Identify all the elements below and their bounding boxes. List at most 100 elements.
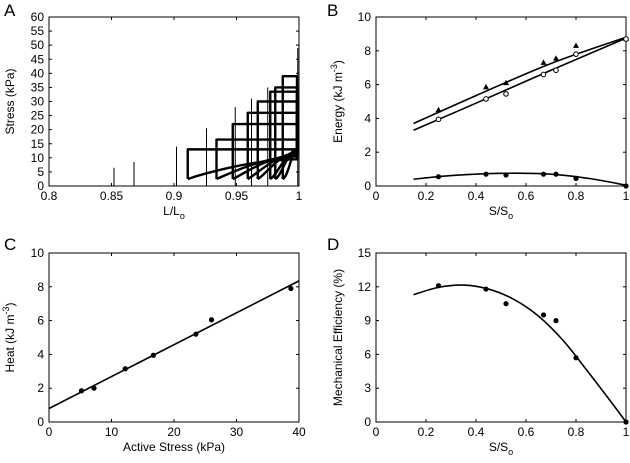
- y-tick-label: 10: [358, 10, 372, 24]
- y-tick-label: 25: [31, 109, 45, 123]
- y-tick-label: 35: [31, 80, 45, 94]
- x-tick-label: 20: [167, 425, 181, 439]
- x-axis-label: S/So: [489, 204, 513, 221]
- y-tick-label: 20: [31, 123, 45, 137]
- chart-panel-a: 0.8 0.85 0.9 0.95 1051015202530354045505560L…: [3, 10, 303, 221]
- y-tick-label: 6: [37, 314, 44, 328]
- y-axis-label: Energy (kJ m-3): [329, 60, 345, 143]
- x-tick-label: 1: [296, 189, 303, 203]
- x-axis-label-main: S/S: [489, 440, 508, 454]
- x-tick-label: 0: [46, 425, 53, 439]
- x-axis-label: L/Lo: [163, 204, 185, 221]
- y-tick-label: 40: [31, 66, 45, 80]
- x-tick-label: 0.2: [418, 425, 435, 439]
- fit-curve-1: [413, 36, 627, 125]
- x-tick-label: 1: [623, 425, 630, 439]
- data-point-open-circle: [573, 51, 579, 57]
- y-tick-label: 0: [364, 179, 371, 193]
- data-point: [288, 285, 294, 292]
- plot-area: [375, 16, 627, 187]
- y-tick-label: 6: [364, 347, 371, 361]
- x-tick-label: 0.8: [41, 189, 58, 203]
- y-tick-label: 9: [364, 314, 371, 328]
- data-point-open-circle: [435, 116, 442, 123]
- x-tick-label: 0.85: [100, 189, 124, 203]
- y-tick-label: 4: [37, 347, 44, 361]
- data-point: [623, 183, 629, 189]
- y-tick-label: 30: [31, 95, 45, 109]
- y-tick-label: 6: [364, 78, 371, 92]
- data-point: [503, 172, 509, 178]
- work-loop-trace: [281, 74, 299, 181]
- data-point: [573, 175, 579, 181]
- fit-curve-1: [48, 280, 300, 410]
- x-axis-label-subscript: o: [508, 211, 513, 221]
- y-axis-label-end: ): [331, 60, 345, 64]
- y-tick-label: 0: [37, 415, 44, 429]
- data-point: [91, 385, 97, 391]
- x-tick-label: 0.95: [225, 189, 249, 203]
- y-tick-label: 2: [37, 381, 44, 395]
- x-axis-label-subscript: o: [508, 447, 513, 457]
- y-tick-label: 4: [364, 111, 371, 125]
- chart-panel-d: 0 0.2 0.4 0.6 0.8 1 0 3 6 9 12 15 S/So Mechanical Eff…: [331, 246, 630, 457]
- y-axis-label-main: Mechanical Efficiency (%): [331, 269, 345, 406]
- y-tick-label: 10: [31, 246, 45, 260]
- y-tick-label: 45: [31, 52, 45, 66]
- y-tick-label: 55: [31, 24, 45, 38]
- y-tick-label: 8: [37, 280, 44, 294]
- data-point: [553, 171, 559, 177]
- data-point: [122, 366, 128, 372]
- data-point-triangle: [573, 42, 579, 48]
- data-point: [623, 419, 629, 425]
- x-axis-label: S/So: [489, 440, 513, 457]
- y-tick-label: 12: [358, 280, 372, 294]
- data-point-triangle: [503, 79, 509, 86]
- data-point-triangle: [483, 83, 489, 90]
- data-point-triangle: [553, 55, 559, 61]
- y-axis-label-end: ): [3, 302, 17, 306]
- y-axis-label: Stress (kPa): [3, 68, 17, 134]
- data-point: [483, 286, 489, 292]
- data-point: [573, 355, 579, 361]
- data-point-open-circle: [553, 67, 559, 74]
- x-tick-label: 0.8: [568, 189, 585, 203]
- y-tick-label: 15: [358, 246, 372, 260]
- panel-label-b: B: [327, 1, 338, 20]
- y-axis-label-superscript: -3: [1, 306, 11, 314]
- x-axis-label: Active Stress (kPa): [123, 440, 225, 454]
- x-tick-label: 0: [373, 425, 380, 439]
- y-tick-label: 60: [31, 10, 45, 24]
- y-tick-label: 10: [31, 151, 45, 165]
- panel-label-c: C: [4, 235, 16, 254]
- chart-panel-c: 0 10 20 30 40 0 2 4 6 8 10 Active Stress (kPa) Heat …: [1, 246, 306, 454]
- data-point: [483, 171, 489, 177]
- fit-curve-3: [413, 172, 627, 186]
- x-axis-label-main: S/S: [489, 204, 508, 218]
- x-tick-label: 0.6: [518, 189, 535, 203]
- y-axis-label-main: Heat (kJ m: [3, 315, 17, 373]
- y-tick-label: 15: [31, 137, 45, 151]
- data-point: [540, 312, 547, 318]
- data-point: [503, 301, 509, 307]
- y-axis-label-main: Stress (kPa): [3, 68, 17, 134]
- fit-curve-1: [413, 284, 627, 423]
- x-axis-label-subscript: o: [180, 211, 185, 221]
- data-point-triangle: [435, 106, 442, 113]
- data-point-triangle: [540, 59, 547, 65]
- x-tick-label: 0.4: [468, 189, 485, 203]
- x-tick-label: 0.4: [468, 425, 485, 439]
- data-point: [553, 318, 559, 324]
- y-axis-label-superscript: -3: [329, 64, 339, 72]
- y-axis-label: Heat (kJ m-3): [1, 302, 17, 372]
- work-loop-trace: [246, 111, 299, 181]
- data-point: [193, 331, 199, 337]
- x-tick-label: 0.6: [518, 425, 535, 439]
- x-axis-label-main: Active Stress (kPa): [123, 440, 225, 454]
- x-tick-label: 0.8: [568, 425, 585, 439]
- data-point-open-circle: [483, 96, 489, 102]
- plot-area: [48, 252, 300, 423]
- data-point: [78, 388, 85, 394]
